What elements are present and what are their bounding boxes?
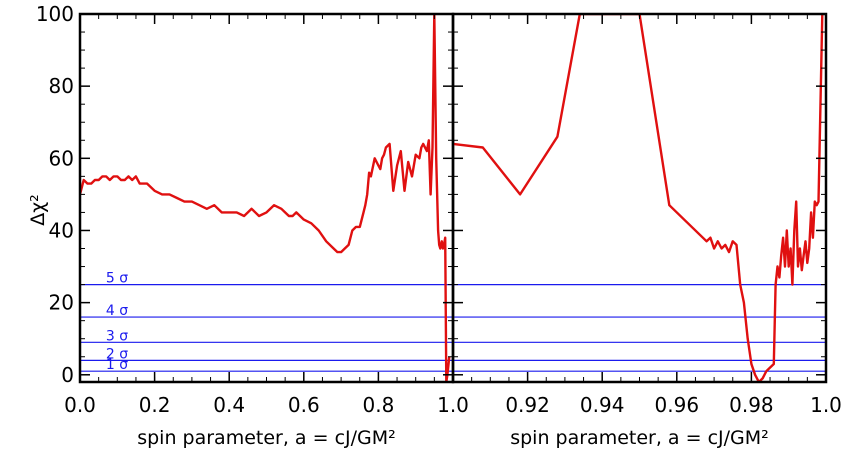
left-xtick-label-2: 0.4: [213, 393, 245, 417]
right-xtick-label-2: 0.96: [655, 393, 700, 417]
right-frame: [451, 12, 828, 384]
ytick-label-1: 20: [49, 291, 74, 315]
sigma-label-5: 5 σ: [106, 271, 128, 287]
left-frame: [78, 12, 455, 384]
left-x-axis-title: spin parameter, a = cJ/GM²: [137, 427, 396, 449]
left-panel: 1 σ2 σ 3 σ 4 σ 5 σ 0.0 0.2 0.4 0.6 0.8 1.0 0 20 40 60…: [36, 2, 469, 449]
ytick-label-0: 0: [61, 363, 74, 387]
right-panel: 0.92 0.94 0.96 0.98 1.0 spin parameter, a = c…: [451, 12, 842, 449]
right-xtick-label-0: 0.92: [505, 393, 550, 417]
ytick-label-4: 80: [49, 74, 74, 98]
sigma-label-1: 1 σ: [106, 357, 128, 373]
left-xtick-label-0: 0.0: [64, 393, 96, 417]
sigma-label-4: 4 σ: [106, 303, 128, 319]
right-xtick-label-3: 0.98: [729, 393, 774, 417]
right-xtick-label-4: 1.0: [810, 393, 842, 417]
ytick-label-2: 40: [49, 218, 74, 242]
sigma-label-3: 3 σ: [106, 328, 128, 344]
left-xtick-label-1: 0.2: [139, 393, 171, 417]
right-x-axis-title: spin parameter, a = cJ/GM²: [510, 427, 769, 449]
left-xtick-label-3: 0.6: [288, 393, 320, 417]
left-chi2-curve: [80, 14, 451, 382]
ytick-label-3: 60: [49, 146, 74, 170]
y-axis-title: Δχ²: [27, 194, 49, 226]
ytick-label-5: 100: [36, 2, 74, 26]
right-xtick-label-1: 0.94: [580, 393, 625, 417]
sigma-label-2: 2 σ: [106, 346, 128, 362]
left-xtick-label-4: 0.8: [362, 393, 394, 417]
left-xtick-label-5: 1.0: [437, 393, 469, 417]
right-chi2-curve: [453, 14, 824, 382]
